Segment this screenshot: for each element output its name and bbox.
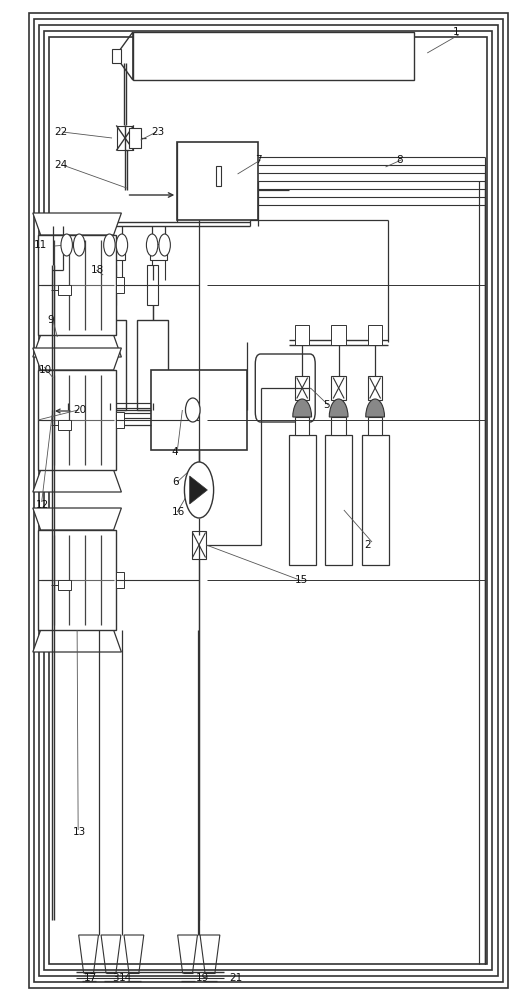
Bar [137, 320, 168, 410]
Bar [368, 417, 382, 435]
Bar [147, 265, 158, 305]
Bar [368, 325, 382, 345]
Text: 13: 13 [73, 827, 86, 837]
Bar [331, 325, 346, 345]
Bar [151, 370, 247, 450]
Text: 8: 8 [396, 155, 403, 165]
Text: 9: 9 [47, 315, 54, 325]
Bar [129, 128, 141, 148]
Wedge shape [366, 399, 384, 417]
Text: 17: 17 [83, 973, 96, 983]
Text: 10: 10 [39, 365, 52, 375]
Circle shape [104, 234, 115, 256]
Bar [368, 376, 382, 400]
Polygon shape [178, 935, 197, 973]
Bar [289, 435, 316, 565]
Text: 5: 5 [323, 400, 330, 410]
Bar [325, 435, 352, 565]
Bar [38, 370, 116, 470]
Ellipse shape [185, 398, 200, 422]
Bar [133, 32, 414, 80]
Bar [295, 376, 309, 400]
Bar [52, 320, 83, 410]
Text: 4: 4 [172, 447, 179, 457]
Bar [192, 531, 206, 559]
Circle shape [146, 234, 158, 256]
Polygon shape [200, 935, 220, 973]
Polygon shape [33, 508, 121, 530]
Bar [94, 320, 126, 410]
Bar [295, 325, 309, 345]
Text: 20: 20 [73, 405, 86, 415]
Text: 18: 18 [91, 265, 104, 275]
Text: 22: 22 [55, 127, 68, 137]
Bar [116, 412, 124, 428]
Bar [116, 572, 124, 588]
Text: 6: 6 [172, 477, 179, 487]
Bar [112, 49, 121, 63]
Polygon shape [101, 935, 121, 973]
Bar [38, 235, 116, 335]
FancyBboxPatch shape [255, 354, 315, 422]
Bar [116, 277, 124, 293]
Bar [44, 31, 492, 970]
Circle shape [184, 462, 214, 518]
Bar [216, 166, 221, 186]
Bar [331, 417, 346, 435]
Text: 7: 7 [255, 155, 262, 165]
Bar [58, 420, 71, 430]
Text: 19: 19 [195, 973, 208, 983]
Bar [39, 25, 498, 976]
Bar [177, 142, 258, 220]
Polygon shape [124, 935, 144, 973]
Bar [295, 417, 309, 435]
Wedge shape [329, 399, 348, 417]
Text: 21: 21 [229, 973, 242, 983]
Text: 2: 2 [365, 540, 371, 550]
Text: 16: 16 [172, 507, 185, 517]
Text: 14: 14 [119, 973, 132, 983]
Circle shape [116, 234, 128, 256]
Bar [107, 244, 125, 260]
Polygon shape [33, 630, 121, 652]
Bar [331, 376, 346, 400]
Text: 1: 1 [453, 27, 460, 37]
Circle shape [61, 234, 72, 256]
Polygon shape [33, 470, 121, 492]
Bar [61, 265, 73, 305]
Bar [58, 285, 71, 295]
Bar [38, 530, 116, 630]
Polygon shape [190, 476, 207, 504]
Polygon shape [33, 348, 121, 370]
Bar [104, 265, 116, 305]
Bar [64, 244, 82, 260]
Text: 12: 12 [35, 500, 48, 510]
Wedge shape [293, 399, 312, 417]
Text: 23: 23 [151, 127, 164, 137]
Polygon shape [221, 158, 232, 194]
Bar [49, 37, 487, 964]
Text: 15: 15 [294, 575, 307, 585]
Text: 24: 24 [55, 160, 68, 170]
Circle shape [73, 234, 85, 256]
Bar [117, 126, 133, 150]
Text: 11: 11 [34, 240, 47, 250]
Polygon shape [79, 935, 98, 973]
Polygon shape [120, 32, 133, 80]
Polygon shape [33, 213, 121, 235]
Circle shape [159, 234, 170, 256]
Polygon shape [33, 335, 121, 357]
Bar [58, 580, 71, 590]
Text: 3: 3 [112, 973, 119, 983]
Bar [150, 244, 167, 260]
Bar [362, 435, 389, 565]
